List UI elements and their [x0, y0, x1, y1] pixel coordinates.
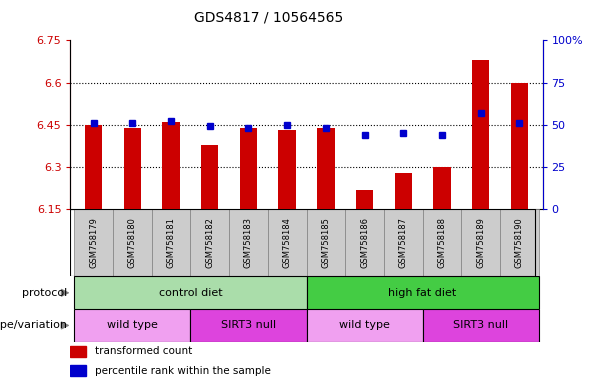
- Text: GSM758183: GSM758183: [244, 217, 253, 268]
- Text: SIRT3 null: SIRT3 null: [221, 320, 276, 331]
- Bar: [384, 209, 422, 276]
- Bar: [306, 276, 539, 309]
- Bar: [229, 209, 268, 276]
- Text: wild type: wild type: [339, 320, 390, 331]
- Bar: [201, 144, 218, 209]
- Bar: [70, 365, 86, 376]
- Bar: [268, 209, 306, 276]
- Text: genotype/variation: genotype/variation: [0, 320, 67, 331]
- Bar: [345, 209, 384, 276]
- Bar: [85, 125, 102, 209]
- Bar: [422, 309, 539, 342]
- Text: GSM758181: GSM758181: [167, 217, 175, 268]
- Text: GDS4817 / 10564565: GDS4817 / 10564565: [194, 11, 343, 25]
- Bar: [74, 309, 191, 342]
- Text: GSM758186: GSM758186: [360, 217, 369, 268]
- Bar: [422, 209, 461, 276]
- Text: GSM758188: GSM758188: [438, 217, 446, 268]
- Bar: [306, 209, 345, 276]
- Text: GSM758190: GSM758190: [515, 217, 524, 268]
- Text: percentile rank within the sample: percentile rank within the sample: [95, 366, 271, 376]
- Bar: [162, 122, 180, 209]
- Text: GSM758182: GSM758182: [205, 217, 215, 268]
- Bar: [306, 309, 422, 342]
- Text: transformed count: transformed count: [95, 346, 192, 356]
- Bar: [74, 276, 306, 309]
- Bar: [472, 60, 489, 209]
- Text: high fat diet: high fat diet: [389, 288, 457, 298]
- Bar: [500, 209, 539, 276]
- Bar: [152, 209, 191, 276]
- Text: protocol: protocol: [22, 288, 67, 298]
- Text: GSM758185: GSM758185: [321, 217, 330, 268]
- Bar: [113, 209, 152, 276]
- Text: wild type: wild type: [107, 320, 158, 331]
- Bar: [511, 83, 528, 209]
- Bar: [433, 167, 451, 209]
- Text: GSM758187: GSM758187: [398, 217, 408, 268]
- Text: GSM758189: GSM758189: [476, 217, 485, 268]
- Text: GSM758184: GSM758184: [283, 217, 292, 268]
- Bar: [317, 127, 335, 209]
- Bar: [191, 309, 306, 342]
- Bar: [74, 209, 113, 276]
- Text: GSM758179: GSM758179: [89, 217, 98, 268]
- Text: SIRT3 null: SIRT3 null: [453, 320, 508, 331]
- Bar: [395, 173, 412, 209]
- Text: GSM758180: GSM758180: [128, 217, 137, 268]
- Bar: [70, 346, 86, 357]
- Bar: [356, 190, 373, 209]
- Bar: [124, 127, 141, 209]
- Text: control diet: control diet: [159, 288, 223, 298]
- Bar: [240, 127, 257, 209]
- Bar: [191, 209, 229, 276]
- Bar: [278, 131, 296, 209]
- Bar: [461, 209, 500, 276]
